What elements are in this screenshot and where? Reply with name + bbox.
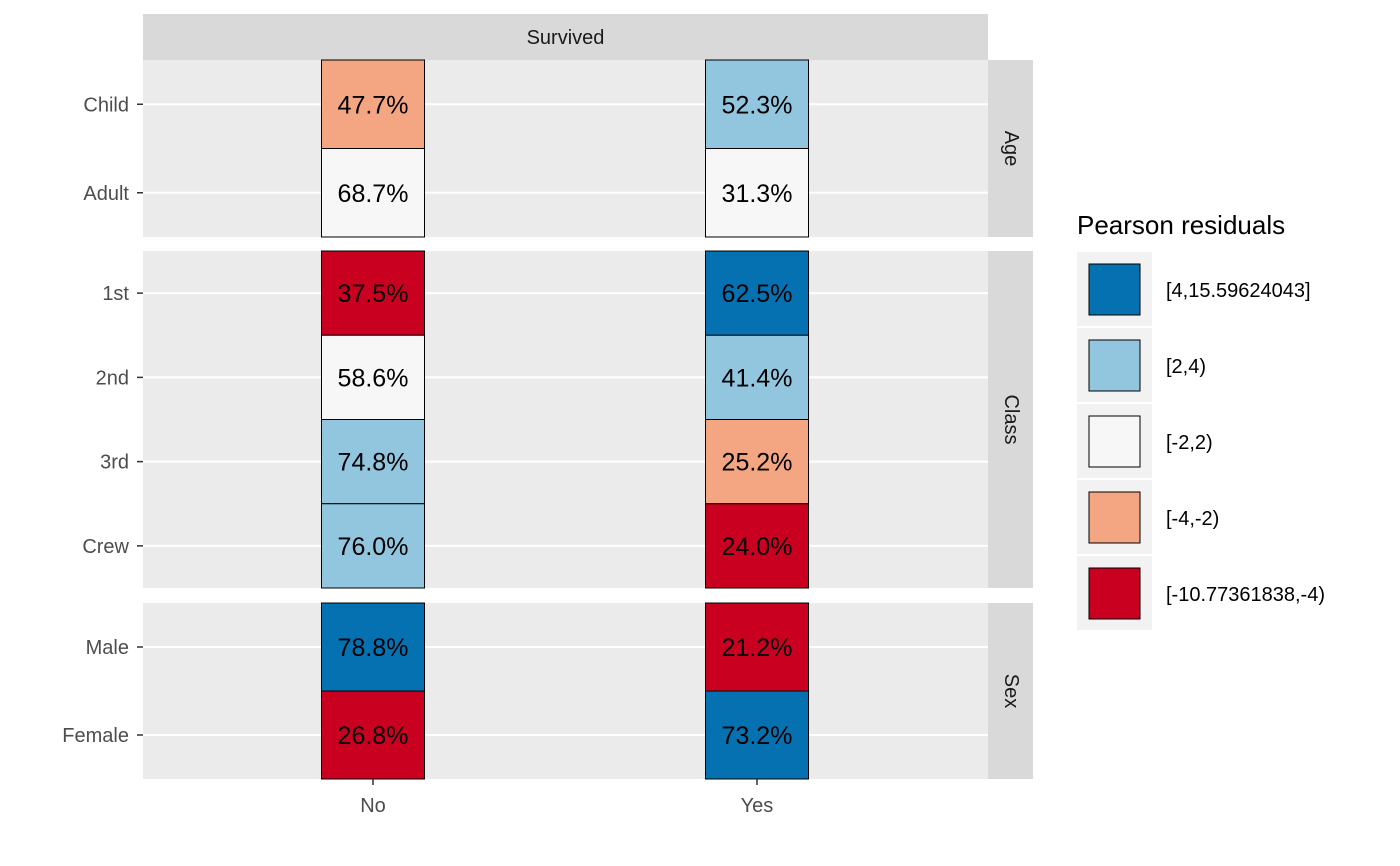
x-tick-label: Yes — [741, 795, 774, 817]
legend-label: [-10.77361838,-4) — [1166, 584, 1325, 606]
legend-swatch — [1088, 339, 1141, 392]
cell-female-yes — [705, 690, 809, 780]
top-strip-label: Survived — [527, 27, 605, 49]
cell-2nd-no — [321, 334, 425, 420]
cell-label: 37.5% — [338, 280, 409, 308]
y-tick-label: Adult — [83, 183, 129, 205]
legend-label: [4,15.59624043] — [1166, 280, 1311, 302]
cell-3rd-no — [321, 419, 425, 505]
strip-sex — [988, 603, 1033, 779]
strip-class — [988, 251, 1033, 588]
x-tick-label: No — [360, 795, 386, 817]
legend-swatch — [1088, 491, 1141, 544]
cell-2nd-yes — [705, 334, 809, 420]
cell-label: 62.5% — [722, 280, 793, 308]
y-tick-label: 1st — [102, 283, 129, 305]
cell-label: 76.0% — [338, 533, 409, 561]
cell-label: 26.8% — [338, 722, 409, 750]
cell-label: 74.8% — [338, 449, 409, 477]
legend-swatch — [1088, 567, 1141, 620]
cell-1st-no — [321, 250, 425, 336]
strip-label-sex: Sex — [1000, 674, 1022, 708]
legend-title: Pearson residuals — [1077, 210, 1285, 240]
top-strip — [143, 14, 988, 60]
y-tick-label: Child — [83, 94, 129, 116]
strip-label-class: Class — [1000, 394, 1022, 444]
cell-label: 25.2% — [722, 449, 793, 477]
cell-adult-yes — [705, 148, 809, 238]
y-tick-label: Female — [62, 725, 129, 747]
cell-label: 52.3% — [722, 91, 793, 119]
legend-label: [-4,-2) — [1166, 508, 1219, 530]
cell-male-no — [321, 602, 425, 692]
y-tick-label: 3rd — [100, 452, 129, 474]
legend-swatch — [1088, 263, 1141, 316]
strip-age — [988, 60, 1033, 237]
legend-label: [2,4) — [1166, 356, 1206, 378]
cell-label: 68.7% — [338, 180, 409, 208]
cell-label: 58.6% — [338, 364, 409, 392]
y-tick-label: Male — [86, 637, 129, 659]
cell-3rd-yes — [705, 419, 809, 505]
cell-label: 73.2% — [722, 722, 793, 750]
cell-1st-yes — [705, 250, 809, 336]
cell-label: 24.0% — [722, 533, 793, 561]
panel-class — [143, 251, 988, 588]
legend-label: [-2,2) — [1166, 432, 1213, 454]
panel-age — [143, 60, 988, 237]
cell-label: 31.3% — [722, 180, 793, 208]
cell-child-no — [321, 59, 425, 149]
cell-adult-no — [321, 148, 425, 238]
cell-label: 78.8% — [338, 634, 409, 662]
cell-crew-yes — [705, 503, 809, 589]
cell-crew-no — [321, 503, 425, 589]
cell-label: 41.4% — [722, 364, 793, 392]
cell-label: 21.2% — [722, 634, 793, 662]
y-tick-label: 2nd — [96, 367, 129, 389]
cell-female-no — [321, 690, 425, 780]
cell-label: 47.7% — [338, 91, 409, 119]
y-tick-label: Crew — [82, 536, 129, 558]
strip-label-age: Age — [1000, 131, 1022, 167]
legend-swatch — [1088, 415, 1141, 468]
panel-sex — [143, 603, 988, 779]
